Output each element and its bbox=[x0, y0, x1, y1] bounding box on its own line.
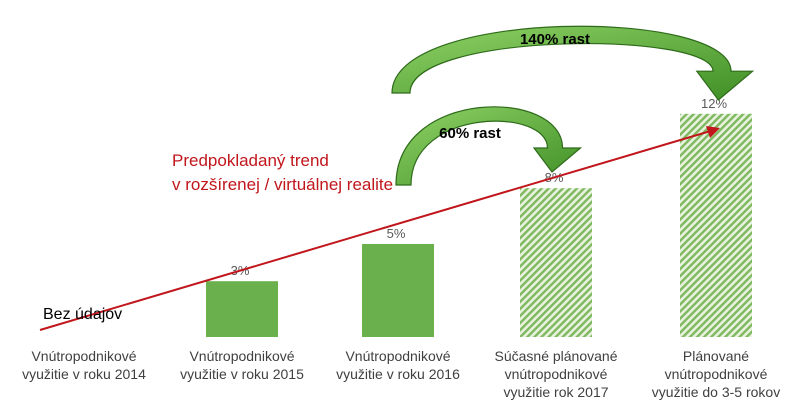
bar-4 bbox=[680, 113, 752, 337]
trend-label: Predpokladaný trend v rozšírenej / virtu… bbox=[172, 151, 394, 194]
x-tick-label-4: Plánované vnútropodnikové využitie do 3-… bbox=[651, 348, 781, 400]
x-tick-label-3: Súčasné plánované vnútropodnikové využit… bbox=[494, 348, 618, 400]
trend-arrowhead bbox=[706, 126, 720, 138]
x-tick-label-1: Vnútropodnikové využitie v roku 2015 bbox=[180, 348, 304, 382]
growth-arrow-0 bbox=[395, 106, 583, 186]
growth-label-1: 140% rast bbox=[520, 31, 590, 48]
no-data-label: Bez údajov bbox=[43, 306, 123, 323]
bar-2 bbox=[362, 244, 434, 337]
x-tick-label-0: Vnútropodnikové využitie v roku 2014 bbox=[22, 348, 146, 382]
trend-line bbox=[39, 129, 715, 331]
value-label-4: 12% bbox=[701, 96, 727, 111]
growth-arrow-1 bbox=[391, 25, 755, 101]
bar-3 bbox=[520, 188, 592, 337]
growth-label-0: 60% rast bbox=[439, 125, 501, 142]
value-label-2: 5% bbox=[387, 226, 406, 241]
bar-1 bbox=[206, 281, 278, 337]
x-tick-label-2: Vnútropodnikové využitie v roku 2016 bbox=[336, 348, 460, 382]
